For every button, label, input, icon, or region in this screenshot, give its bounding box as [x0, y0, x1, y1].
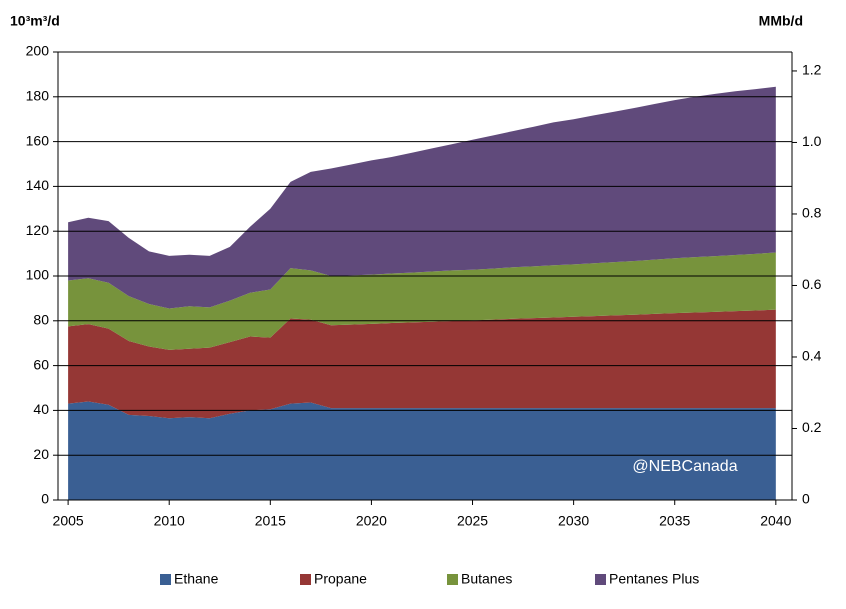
area: [68, 86, 776, 309]
legend-label: Propane: [314, 571, 367, 587]
legend-label: Pentanes Plus: [609, 571, 699, 587]
area: [68, 252, 776, 350]
legend-swatch: [300, 574, 311, 585]
legend-swatch: [447, 574, 458, 585]
legend-label: Butanes: [461, 571, 512, 587]
legend-swatch: [595, 574, 606, 585]
y-tick-label: 40: [33, 401, 49, 417]
y-tick-label: 60: [33, 356, 49, 372]
y-tick-label: 200: [26, 43, 50, 59]
y-tick-label: 180: [26, 88, 50, 104]
x-tick-label: 2020: [356, 513, 387, 529]
y2-tick-label: 0.6: [802, 276, 822, 292]
y-tick-label: 20: [33, 446, 49, 462]
y2-tick-label: 0: [802, 491, 810, 507]
y2-tick-label: 1.2: [802, 62, 822, 78]
area: [68, 401, 776, 500]
y2-tick-label: 0.8: [802, 205, 822, 221]
y-tick-label: 100: [26, 267, 50, 283]
legend-swatch: [160, 574, 171, 585]
y2-tick-label: 0.4: [802, 348, 822, 364]
x-tick-label: 2005: [53, 513, 84, 529]
y2-tick-label: 0.2: [802, 419, 822, 435]
y-tick-label: 80: [33, 312, 49, 328]
y-tick-label: 120: [26, 222, 50, 238]
x-tick-label: 2030: [558, 513, 589, 529]
x-tick-label: 2025: [457, 513, 488, 529]
y2-tick-label: 1.0: [802, 133, 822, 149]
legend-label: Ethane: [174, 571, 219, 587]
x-tick-label: 2015: [255, 513, 286, 529]
y2-axis-label: MMb/d: [759, 13, 803, 29]
annotation: @NEBCanada: [632, 458, 737, 475]
area: [68, 309, 776, 419]
x-tick-label: 2040: [760, 513, 791, 529]
y-tick-label: 140: [26, 177, 50, 193]
y-tick-label: 160: [26, 132, 50, 148]
y-axis-label: 10³m³/d: [10, 13, 60, 29]
x-tick-label: 2010: [154, 513, 185, 529]
x-tick-label: 2035: [659, 513, 690, 529]
y-tick-label: 0: [41, 491, 49, 507]
